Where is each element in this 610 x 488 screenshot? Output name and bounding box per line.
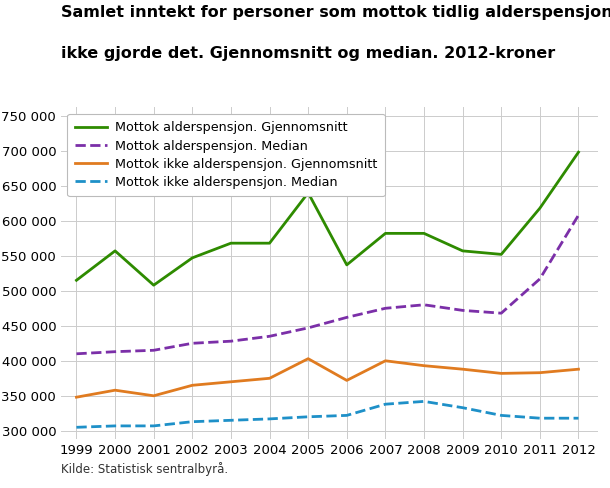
- Mottok alderspensjon. Median: [575, 212, 582, 218]
- Mottok ikke alderspensjon. Gjennomsnitt: [304, 356, 312, 362]
- Mottok alderspensjon. Median: [304, 325, 312, 331]
- Line: Mottok ikke alderspensjon. Gjennomsnitt: Mottok ikke alderspensjon. Gjennomsnitt: [76, 359, 578, 397]
- Mottok alderspensjon. Gjennomsnitt: [459, 248, 466, 254]
- Mottok ikke alderspensjon. Gjennomsnitt: [73, 394, 80, 400]
- Mottok ikke alderspensjon. Median: [188, 419, 196, 425]
- Mottok ikke alderspensjon. Median: [228, 417, 235, 423]
- Mottok ikke alderspensjon. Median: [420, 399, 428, 405]
- Mottok ikke alderspensjon. Gjennomsnitt: [150, 393, 157, 399]
- Mottok alderspensjon. Gjennomsnitt: [150, 282, 157, 288]
- Mottok alderspensjon. Median: [498, 310, 505, 316]
- Mottok ikke alderspensjon. Median: [343, 412, 350, 418]
- Mottok ikke alderspensjon. Gjennomsnitt: [112, 387, 119, 393]
- Line: Mottok alderspensjon. Median: Mottok alderspensjon. Median: [76, 215, 578, 354]
- Mottok ikke alderspensjon. Gjennomsnitt: [343, 377, 350, 383]
- Mottok alderspensjon. Gjennomsnitt: [536, 205, 544, 211]
- Mottok ikke alderspensjon. Median: [498, 412, 505, 418]
- Mottok alderspensjon. Median: [112, 349, 119, 355]
- Mottok alderspensjon. Median: [459, 307, 466, 313]
- Mottok ikke alderspensjon. Gjennomsnitt: [459, 366, 466, 372]
- Legend: Mottok alderspensjon. Gjennomsnitt, Mottok alderspensjon. Median, Mottok ikke al: Mottok alderspensjon. Gjennomsnitt, Mott…: [67, 114, 385, 196]
- Mottok ikke alderspensjon. Median: [575, 415, 582, 421]
- Mottok alderspensjon. Median: [343, 314, 350, 320]
- Mottok alderspensjon. Median: [228, 338, 235, 344]
- Mottok alderspensjon. Median: [420, 302, 428, 308]
- Mottok alderspensjon. Gjennomsnitt: [382, 230, 389, 236]
- Mottok alderspensjon. Median: [266, 333, 273, 339]
- Mottok alderspensjon. Gjennomsnitt: [343, 262, 350, 268]
- Mottok ikke alderspensjon. Median: [150, 423, 157, 429]
- Text: Kilde: Statistisk sentralbyrå.: Kilde: Statistisk sentralbyrå.: [61, 462, 228, 476]
- Mottok alderspensjon. Gjennomsnitt: [420, 230, 428, 236]
- Mottok alderspensjon. Median: [188, 340, 196, 346]
- Mottok ikke alderspensjon. Median: [112, 423, 119, 429]
- Mottok alderspensjon. Median: [73, 351, 80, 357]
- Mottok alderspensjon. Gjennomsnitt: [73, 277, 80, 283]
- Mottok ikke alderspensjon. Median: [459, 405, 466, 410]
- Line: Mottok alderspensjon. Gjennomsnitt: Mottok alderspensjon. Gjennomsnitt: [76, 152, 578, 285]
- Mottok alderspensjon. Gjennomsnitt: [575, 149, 582, 155]
- Mottok ikke alderspensjon. Gjennomsnitt: [575, 366, 582, 372]
- Mottok alderspensjon. Gjennomsnitt: [266, 240, 273, 246]
- Text: Samlet inntekt for personer som mottok tidlig alderspensjon i 2012 og de som: Samlet inntekt for personer som mottok t…: [61, 5, 610, 20]
- Mottok alderspensjon. Median: [536, 276, 544, 282]
- Mottok alderspensjon. Median: [150, 347, 157, 353]
- Mottok ikke alderspensjon. Gjennomsnitt: [228, 379, 235, 385]
- Mottok ikke alderspensjon. Gjennomsnitt: [536, 370, 544, 376]
- Mottok ikke alderspensjon. Gjennomsnitt: [498, 370, 505, 376]
- Line: Mottok ikke alderspensjon. Median: Mottok ikke alderspensjon. Median: [76, 402, 578, 427]
- Mottok alderspensjon. Gjennomsnitt: [228, 240, 235, 246]
- Mottok ikke alderspensjon. Median: [304, 414, 312, 420]
- Mottok alderspensjon. Gjennomsnitt: [498, 251, 505, 257]
- Mottok ikke alderspensjon. Gjennomsnitt: [266, 375, 273, 381]
- Mottok alderspensjon. Gjennomsnitt: [304, 190, 312, 196]
- Text: ikke gjorde det. Gjennomsnitt og median. 2012-kroner: ikke gjorde det. Gjennomsnitt og median.…: [61, 46, 555, 61]
- Mottok alderspensjon. Gjennomsnitt: [112, 248, 119, 254]
- Mottok ikke alderspensjon. Median: [266, 416, 273, 422]
- Mottok ikke alderspensjon. Gjennomsnitt: [188, 383, 196, 388]
- Mottok alderspensjon. Median: [382, 305, 389, 311]
- Mottok ikke alderspensjon. Median: [382, 401, 389, 407]
- Mottok ikke alderspensjon. Median: [536, 415, 544, 421]
- Mottok ikke alderspensjon. Gjennomsnitt: [420, 363, 428, 368]
- Mottok ikke alderspensjon. Gjennomsnitt: [382, 358, 389, 364]
- Mottok alderspensjon. Gjennomsnitt: [188, 255, 196, 261]
- Mottok ikke alderspensjon. Median: [73, 425, 80, 430]
